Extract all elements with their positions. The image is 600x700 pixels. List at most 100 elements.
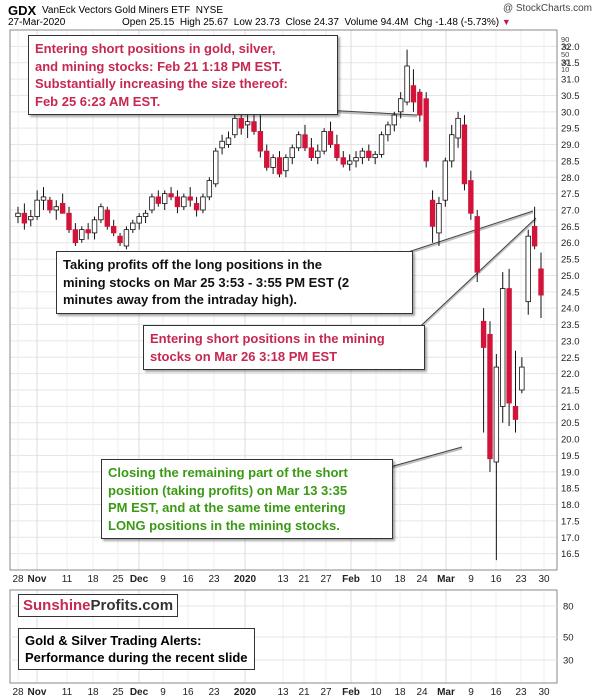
y-tick-label: 30.5: [561, 91, 580, 102]
y-tick-label: 20.0: [561, 435, 580, 446]
x-tick-label: 10: [370, 574, 382, 585]
annotation-line: Closing the remaining part of the short: [108, 465, 348, 480]
candle-up: [149, 196, 155, 211]
overlay-scale-label: 50: [561, 50, 569, 59]
chg-label: Chg: [413, 17, 433, 28]
x-tick-label-bottom: 23: [208, 687, 220, 698]
candle-up: [493, 366, 500, 463]
candle-up: [442, 160, 449, 201]
x-tick-label-bottom: Mar: [437, 687, 455, 698]
y-tick-label: 24.5: [561, 287, 580, 298]
candle-up: [378, 134, 385, 155]
candle-down: [308, 147, 315, 159]
candle-down: [334, 144, 340, 159]
candle-up: [397, 98, 404, 113]
x-tick-label: 13: [277, 574, 289, 585]
candlestick-series: [15, 49, 544, 561]
y-tick-label: 19.0: [561, 467, 580, 478]
x-tick-label: 23: [515, 574, 527, 585]
candle-up: [219, 140, 225, 149]
x-tick-label-bottom: 25: [112, 687, 124, 698]
date-axis: 28 Nov 11 18 25 Dec 9 16 23 2020 13 21 27 Feb 10 18 24 Ma…: [12, 574, 550, 585]
annotation-line: Substantially increasing the size thereo…: [35, 76, 288, 91]
candle-down: [59, 203, 66, 214]
y-tick-label: 28.5: [561, 156, 580, 167]
y-tick-label: 21.5: [561, 386, 580, 397]
ticker-symbol: GDX: [8, 3, 37, 18]
candle-down: [168, 193, 174, 198]
x-tick-label: Mar: [437, 574, 455, 585]
candle-up: [225, 137, 232, 145]
candle-up: [142, 212, 149, 217]
leader-short-entry-shadow: [323, 110, 418, 118]
y-tick-label: 26.0: [561, 238, 580, 249]
candle-up: [289, 147, 295, 159]
candle-up: [130, 222, 136, 231]
x-tick-label-bottom: 10: [370, 687, 382, 698]
candle-down: [538, 268, 544, 296]
chart-credit: @ StockCharts.com: [502, 3, 592, 14]
performance-caption: Gold & Silver Trading Alerts: Performanc…: [18, 628, 255, 670]
y-tick-label: 32.0: [561, 42, 580, 53]
candle-up: [161, 193, 168, 204]
y-tick-label: 23.0: [561, 336, 580, 347]
annotation-short-mining: Entering short positions in the mining s…: [143, 325, 425, 370]
candle-down: [340, 157, 346, 165]
candle-down: [187, 196, 193, 201]
ohlc-readout: Open 25.15 High 25.67 Low 23.73 Close 24…: [122, 17, 511, 28]
y-tick-label: 30.0: [561, 107, 580, 118]
x-tick-label-bottom: 28: [12, 687, 24, 698]
y-tick-label: 25.0: [561, 271, 580, 282]
main-chart-frame: [9, 29, 558, 571]
candle-up: [232, 117, 238, 136]
y-tick-label: 17.0: [561, 533, 580, 544]
logo-part-sunshine: Sunshine: [23, 597, 91, 614]
candle-up: [181, 196, 187, 208]
low-label: Low: [233, 17, 253, 28]
candle-down: [410, 85, 417, 103]
lower-y-tick-label: 30: [563, 656, 574, 667]
annotation-take-profits-long: Taking profits off the long positions in…: [56, 251, 413, 314]
candle-down: [193, 203, 200, 211]
x-tick-label: Feb: [342, 574, 360, 585]
close-label: Close: [285, 17, 312, 28]
candle-down: [257, 131, 264, 152]
candle-up: [455, 117, 461, 139]
x-tick-label: 24: [416, 574, 428, 585]
candle-up: [315, 150, 321, 159]
y-tick-label: 27.0: [561, 206, 580, 217]
chart-date: 27-Mar-2020: [8, 17, 66, 28]
y-tick-label: 20.5: [561, 418, 580, 429]
y-tick-label: 18.0: [561, 500, 580, 511]
candle-down: [117, 235, 123, 244]
overlay-scale-label: 90: [561, 35, 569, 44]
x-tick-label-bottom: 13: [277, 687, 289, 698]
annotation-line: stocks on Mar 26 3:18 PM EST: [150, 348, 338, 364]
candle-down: [174, 196, 181, 208]
y-tick-label: 27.5: [561, 189, 580, 200]
logo-part-profits: Profits.com: [90, 597, 174, 614]
annotation-line: minutes away from the intraday high).: [63, 292, 298, 307]
x-tick-label-bottom: 21: [298, 687, 310, 698]
candle-down: [417, 91, 423, 116]
x-tick-label: 11: [62, 574, 73, 585]
annotation-line: mining stocks on Mar 25 3:53 - 3:55 PM E…: [63, 274, 350, 290]
annotation-line: Entering short positions in gold, silver…: [35, 41, 276, 56]
x-tick-label-bottom: Feb: [342, 687, 360, 698]
caption-line: Gold & Silver Trading Alerts:: [25, 633, 202, 648]
leader-take-profits-shadow: [398, 211, 534, 258]
open-label: Open: [122, 17, 147, 28]
candle-up: [372, 153, 378, 159]
x-tick-label: 21: [298, 574, 310, 585]
brand-logo: SunshineProfits.com: [18, 594, 179, 617]
x-tick-label-bottom: 23: [515, 687, 527, 698]
candle-down: [264, 150, 270, 168]
candle-up: [391, 114, 398, 126]
candle-up: [136, 216, 142, 224]
candle-down: [110, 225, 117, 234]
candle-down: [506, 288, 512, 404]
lower-y-tick-label: 50: [563, 633, 574, 644]
x-tick-label-bottom: 16: [182, 687, 194, 698]
y-tick-label: 28.0: [561, 173, 580, 184]
candle-down: [72, 229, 79, 244]
